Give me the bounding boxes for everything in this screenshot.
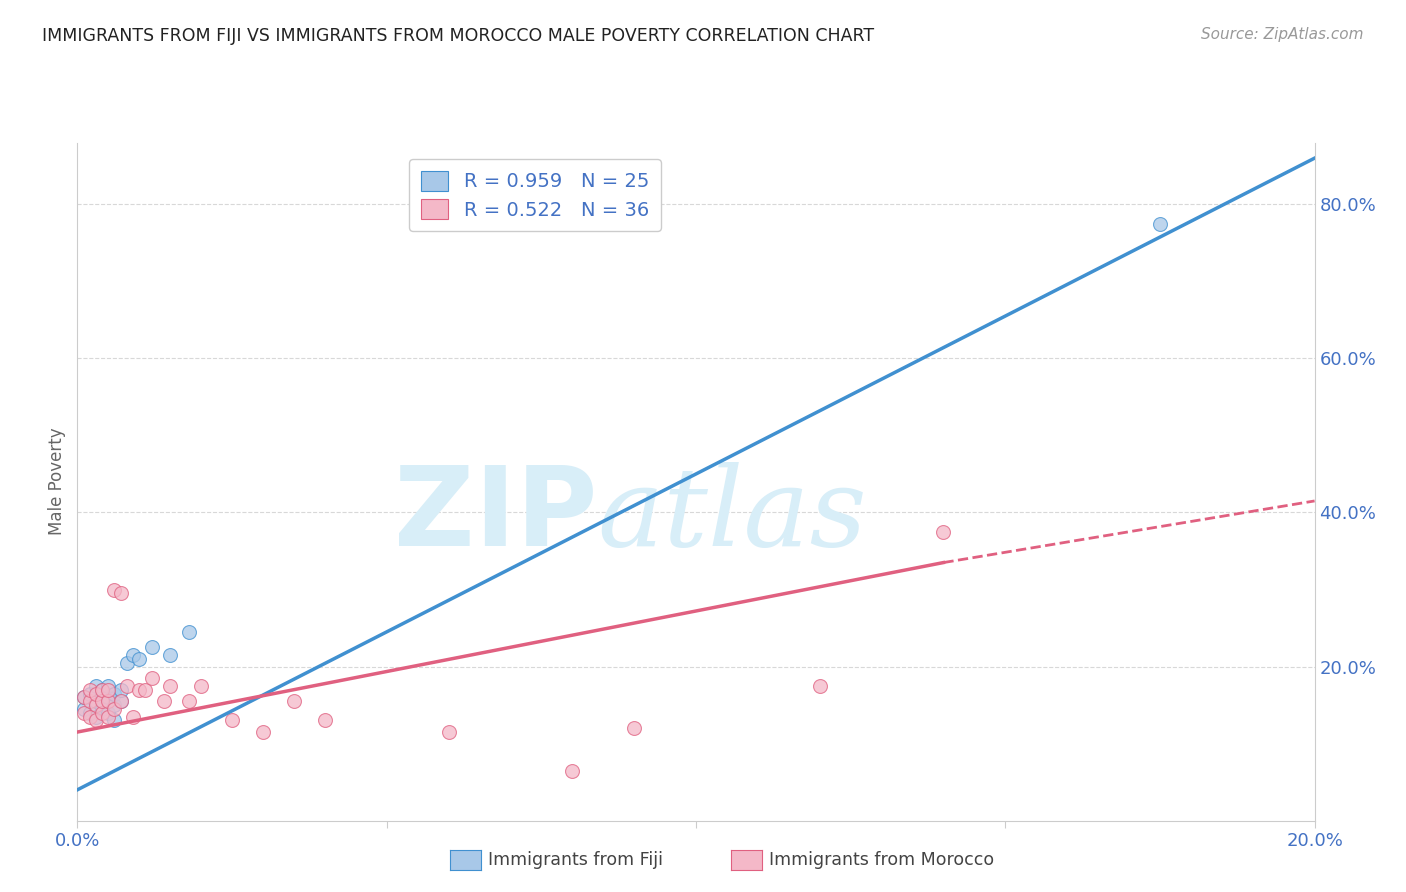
Point [84,698,107,712]
Point [79,687,101,701]
Point [437,725,460,739]
Point [79,694,101,708]
Point [221,714,243,728]
Point [91,694,114,708]
Text: Immigrants from Fiji: Immigrants from Fiji [488,851,662,869]
Point [623,721,645,735]
Point [91,706,114,720]
Point [97,690,120,705]
Point [159,648,181,662]
Point [84,709,107,723]
Point [141,671,163,685]
Point [103,714,125,728]
Text: Source: ZipAtlas.com: Source: ZipAtlas.com [1201,27,1364,42]
Point [314,714,336,728]
Point [110,694,132,708]
Point [134,682,156,697]
Point [190,679,212,693]
Point [177,694,200,708]
Point [128,652,150,666]
Text: atlas: atlas [598,462,866,569]
Point [79,709,101,723]
Point [115,679,138,693]
Point [84,714,107,728]
Point [97,709,120,723]
Point [97,679,120,693]
Point [84,694,107,708]
Point [91,694,114,708]
Point [128,682,150,697]
Point [283,694,305,708]
Point [561,764,583,778]
Point [72,690,94,705]
Y-axis label: Male Poverty: Male Poverty [48,428,66,535]
Point [103,582,125,597]
Point [84,679,107,693]
Text: ZIP: ZIP [394,462,598,569]
Point [103,698,125,712]
Text: IMMIGRANTS FROM FIJI VS IMMIGRANTS FROM MOROCCO MALE POVERTY CORRELATION CHART: IMMIGRANTS FROM FIJI VS IMMIGRANTS FROM … [42,27,875,45]
Point [91,702,114,716]
Point [122,648,145,662]
Point [153,694,176,708]
Point [91,682,114,697]
Point [72,702,94,716]
Point [122,709,145,723]
Point [110,694,132,708]
Point [79,706,101,720]
Point [103,687,125,701]
Text: Immigrants from Morocco: Immigrants from Morocco [769,851,994,869]
Point [110,682,132,697]
Point [97,706,120,720]
Point [932,524,955,539]
Point [72,690,94,705]
Point [141,640,163,655]
Point [97,694,120,708]
Point [115,656,138,670]
Point [1149,217,1171,231]
Point [97,682,120,697]
Point [159,679,181,693]
Point [79,682,101,697]
Point [177,624,200,639]
Point [808,679,831,693]
Point [91,682,114,697]
Point [103,702,125,716]
Legend: R = 0.959   N = 25, R = 0.522   N = 36: R = 0.959 N = 25, R = 0.522 N = 36 [409,159,661,231]
Point [72,706,94,720]
Point [110,586,132,600]
Point [84,687,107,701]
Point [252,725,274,739]
